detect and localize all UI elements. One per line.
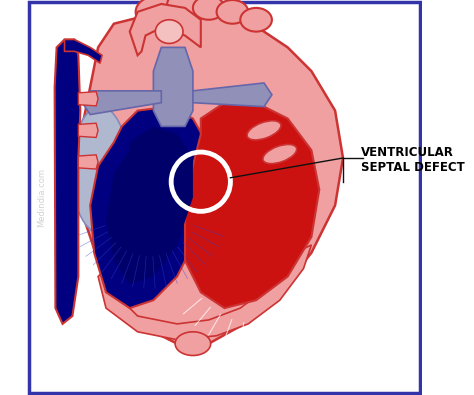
Polygon shape — [64, 40, 102, 63]
Ellipse shape — [217, 0, 248, 24]
Text: Medindia.com: Medindia.com — [37, 168, 46, 227]
Text: VENTRICULAR
SEPTAL DEFECT: VENTRICULAR SEPTAL DEFECT — [361, 146, 465, 174]
Polygon shape — [78, 155, 98, 169]
Ellipse shape — [167, 0, 203, 16]
Polygon shape — [78, 8, 343, 344]
Ellipse shape — [263, 145, 297, 164]
Polygon shape — [185, 103, 319, 308]
Polygon shape — [90, 107, 209, 308]
Ellipse shape — [247, 121, 281, 140]
Polygon shape — [130, 4, 201, 55]
FancyBboxPatch shape — [29, 2, 420, 393]
Polygon shape — [82, 91, 161, 115]
Ellipse shape — [72, 107, 129, 233]
Polygon shape — [78, 123, 98, 137]
Ellipse shape — [175, 332, 210, 356]
Polygon shape — [55, 40, 80, 324]
Polygon shape — [106, 126, 193, 284]
Ellipse shape — [136, 0, 179, 28]
Polygon shape — [154, 47, 193, 126]
Polygon shape — [193, 83, 272, 107]
Ellipse shape — [193, 0, 225, 20]
Polygon shape — [98, 245, 311, 340]
Polygon shape — [78, 92, 98, 106]
Ellipse shape — [155, 20, 183, 43]
Ellipse shape — [240, 8, 272, 32]
